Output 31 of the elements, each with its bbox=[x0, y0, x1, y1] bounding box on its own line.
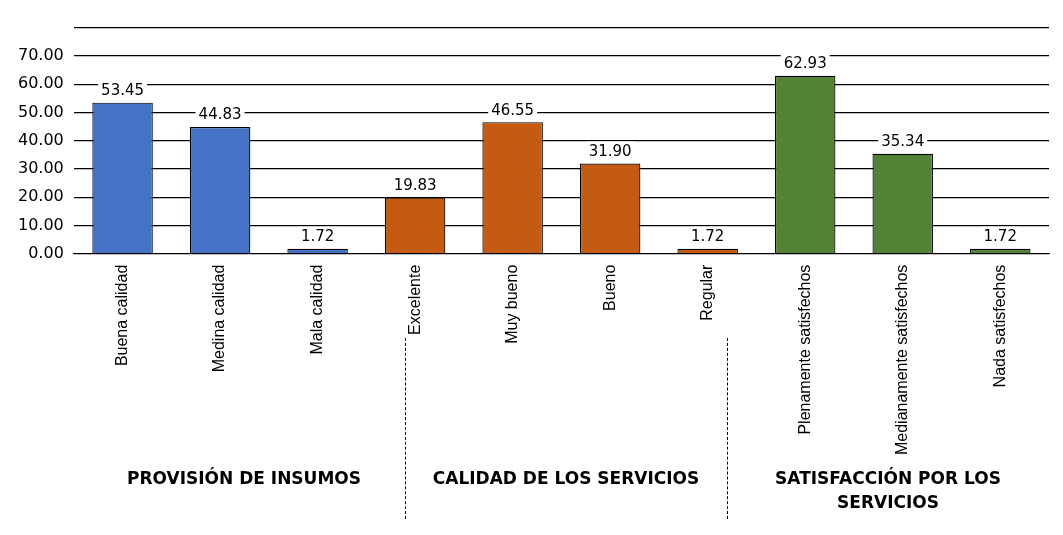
data-label: 53.45 bbox=[101, 81, 145, 100]
data-label: 46.55 bbox=[491, 100, 535, 119]
x-tick-label: Plenamente satisfechos bbox=[795, 264, 813, 435]
data-label: 1.72 bbox=[300, 227, 335, 246]
y-tick-label: 10.00 bbox=[17, 214, 64, 234]
x-tick-label: Muy bueno bbox=[503, 264, 521, 344]
y-tick-label: 40.00 bbox=[17, 129, 64, 149]
text: CALIDAD DE LOS SERVICIOS bbox=[431, 467, 701, 490]
data-label: 44.83 bbox=[198, 105, 242, 124]
x-tick-label: Regular bbox=[698, 264, 716, 321]
y-tick-label: 20.00 bbox=[17, 186, 64, 206]
data-label: 62.93 bbox=[783, 54, 827, 73]
x-tick-label: Medina calidad bbox=[210, 264, 228, 373]
data-label: 1.72 bbox=[690, 227, 725, 246]
x-tick-label: Excelente bbox=[405, 264, 423, 335]
data-label: 35.34 bbox=[881, 132, 925, 151]
y-tick-label: 70.00 bbox=[17, 45, 64, 65]
x-tick-label: Mala calidad bbox=[308, 264, 326, 355]
y-tick-label: 0.00 bbox=[28, 242, 64, 262]
data-label: 31.90 bbox=[588, 141, 632, 160]
y-tick-label: 30.00 bbox=[17, 158, 64, 178]
text: PROVISIÓN DE INSUMOS bbox=[125, 466, 363, 490]
data-label: 1.72 bbox=[983, 227, 1017, 246]
x-tick-label: Buena calidad bbox=[112, 264, 130, 367]
data-label: 19.83 bbox=[393, 176, 437, 195]
y-tick-label: 50.00 bbox=[17, 101, 64, 121]
text: SATISFACCIÓN POR LOS SERVICIOS bbox=[774, 466, 1002, 514]
x-tick-label: Nada satisfechos bbox=[990, 264, 1008, 388]
x-tick-label: Medianamente satisfechos bbox=[893, 264, 911, 455]
x-tick-label: Bueno bbox=[600, 264, 618, 311]
y-tick-label: 60.00 bbox=[17, 73, 64, 93]
